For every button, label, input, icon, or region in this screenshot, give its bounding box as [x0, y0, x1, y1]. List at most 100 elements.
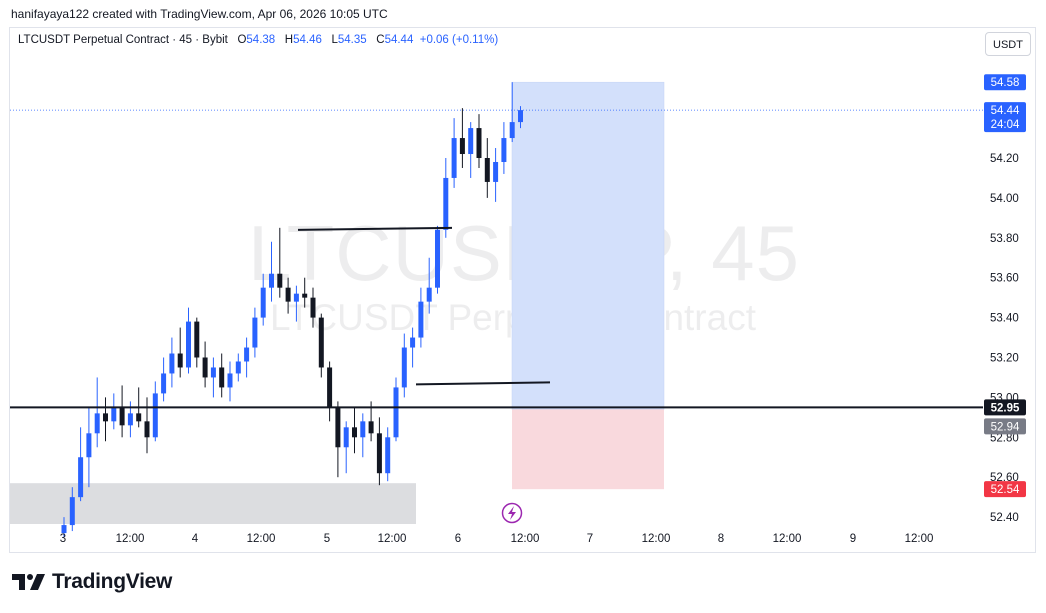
symbol-legend[interactable]: LTCUSDT Perpetual Contract · 45 · Bybit … [18, 34, 498, 46]
candle-body [86, 433, 92, 458]
horizontal-line-price-tag-bg [984, 399, 1026, 416]
x-axis-tick-label: 6 [455, 533, 461, 545]
candle-body [501, 138, 507, 162]
candle-body [343, 427, 349, 448]
candle-body [161, 373, 167, 394]
candle-body [103, 413, 108, 422]
candle-body [426, 287, 432, 302]
x-axis-tick-label: 12:00 [378, 533, 407, 545]
x-axis-tick-label: 4 [192, 533, 199, 545]
x-axis-tick-label: 12:00 [247, 533, 276, 545]
candle-body [302, 293, 308, 298]
candle-body [468, 128, 474, 155]
candle-body [368, 421, 374, 434]
chart-frame [9, 27, 1036, 553]
candle-body [69, 497, 75, 526]
tradingview-logo-icon [12, 574, 45, 590]
lightning-icon [508, 506, 516, 520]
candle-body [235, 361, 241, 374]
y-axis-tick-label: 52.80 [990, 432, 1019, 444]
candle-body [219, 367, 225, 388]
entry-price-tag: 52.94 [991, 421, 1020, 433]
bar-countdown: 24:04 [991, 119, 1020, 131]
candle-body [476, 128, 482, 158]
entry-price-tag-bg [984, 418, 1026, 435]
y-axis-tick-label: 54.20 [990, 153, 1019, 165]
stop-zone [512, 409, 664, 490]
candle-body [227, 373, 233, 388]
high-value: 54.46 [293, 34, 322, 46]
low-value: 54.35 [337, 34, 367, 46]
candle-body [509, 122, 515, 139]
high-label: H [284, 34, 294, 46]
candle-body [119, 407, 125, 426]
candle-body [78, 457, 84, 498]
candle-body [418, 301, 424, 338]
x-axis-tick-label: 5 [324, 533, 330, 545]
target-price-tag-bg [984, 74, 1026, 91]
y-axis-tick-label: 53.80 [990, 233, 1019, 245]
x-axis-tick-label: 12:00 [642, 533, 671, 545]
x-axis-tick-label: 12:00 [773, 533, 802, 545]
candle-body [136, 413, 142, 422]
candle-body [194, 321, 200, 358]
x-axis-tick-label: 12:00 [116, 533, 145, 545]
candle-body [177, 353, 183, 368]
y-axis-tick-label: 53.20 [990, 353, 1019, 365]
candle-body [210, 367, 216, 378]
close-label: C [376, 34, 385, 46]
candle-body [111, 407, 117, 422]
stop-price-tag-bg [984, 481, 1026, 498]
candle-body [493, 161, 499, 182]
candle-body [169, 353, 175, 374]
candle-body [410, 337, 416, 348]
candle-body [518, 110, 523, 123]
x-axis-tick-label: 8 [718, 533, 724, 545]
tradingview-logo[interactable]: TradingView [12, 570, 172, 594]
y-axis-tick-label: 54.00 [990, 193, 1019, 205]
candle-body [61, 525, 67, 534]
candle-body [376, 433, 382, 474]
y-axis-tick-label: 53.40 [990, 313, 1019, 325]
y-axis-tick-label: 53.60 [990, 273, 1019, 285]
candle-body [94, 413, 100, 434]
candle-body [352, 427, 357, 438]
candle-body [293, 293, 299, 302]
candle-body [327, 367, 333, 408]
candle-body [244, 347, 250, 362]
y-axis-tick-label: 52.40 [990, 512, 1019, 524]
demand-zone [10, 483, 416, 524]
open-label: O [237, 34, 247, 46]
x-axis-tick-label: 12:00 [511, 533, 540, 545]
target-price-tag: 54.58 [991, 77, 1020, 89]
chart-attribution: hanifayaya122 created with TradingView.c… [11, 7, 388, 21]
candle-body [127, 413, 133, 426]
x-axis-tick-label: 3 [60, 533, 66, 545]
candle-body [459, 138, 465, 155]
close-value: 54.44 [384, 34, 414, 46]
support-line [415, 381, 551, 386]
candle-body [186, 321, 191, 368]
horizontal-line-price-tag: 52.95 [991, 402, 1020, 414]
low-label: L [331, 34, 338, 46]
candle-body [318, 317, 324, 368]
symbol-name: LTCUSDT Perpetual Contract · 45 · Bybit [18, 34, 228, 46]
resistance-line [297, 226, 453, 231]
currency-button[interactable]: USDT [985, 32, 1031, 56]
candle-body [310, 297, 316, 318]
candle-body [385, 437, 391, 474]
candle-body [451, 138, 457, 178]
candle-body [277, 273, 283, 288]
candle-body [335, 407, 341, 448]
candle-body [393, 387, 399, 438]
candle-body [252, 317, 258, 348]
candle-body [202, 357, 208, 378]
candle-body [269, 273, 274, 288]
last-price-tag: 54.44 [991, 105, 1020, 117]
candle-body [144, 421, 150, 438]
x-axis-tick-label: 9 [850, 533, 856, 545]
candle-body [260, 287, 266, 318]
change-value: +0.06 (+0.11%) [419, 34, 499, 46]
last-price-tag-bg [984, 102, 1026, 133]
